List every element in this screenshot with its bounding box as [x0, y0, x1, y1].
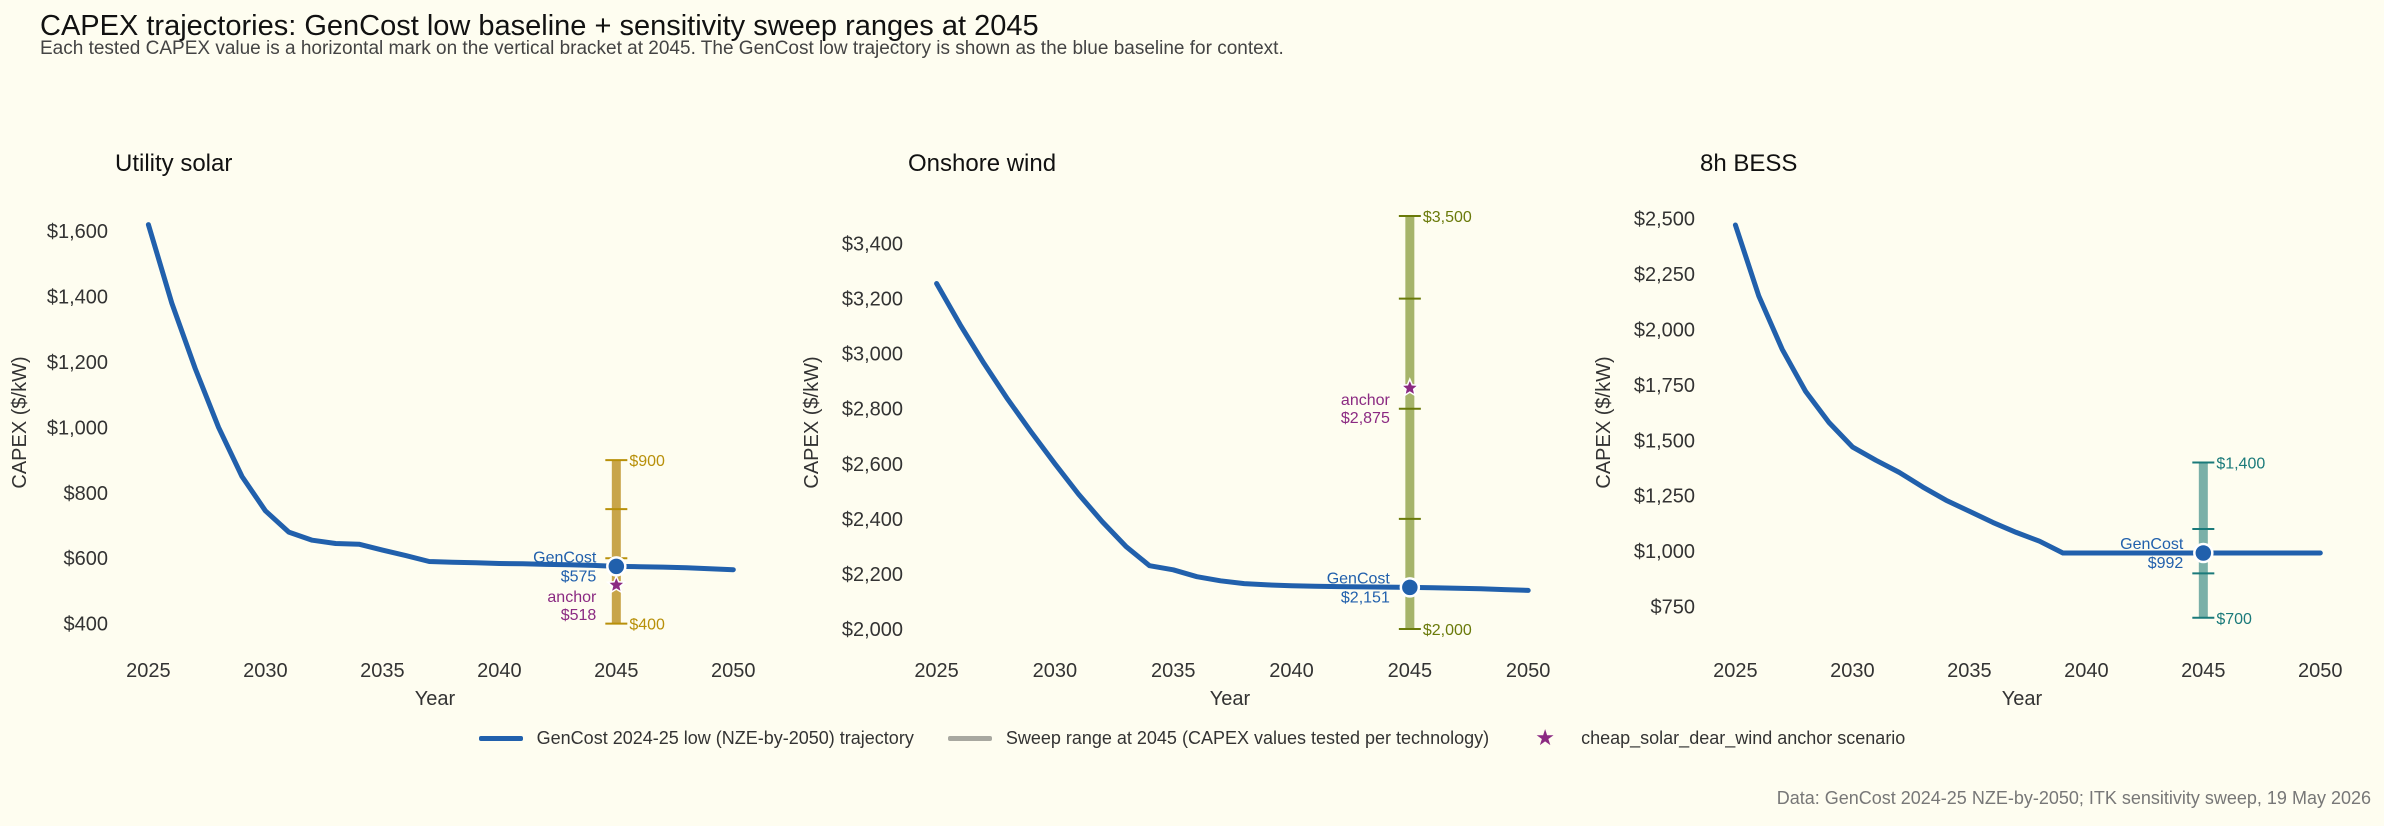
baseline-marker-label: GenCost [533, 549, 597, 566]
baseline-marker-value: $575 [561, 568, 597, 585]
baseline-2045-marker [606, 556, 627, 577]
y-tick-label: $2,000 [1634, 319, 1695, 341]
baseline-marker-label: GenCost [1327, 570, 1391, 587]
legend-item-anchor: ★ cheap_solar_dear_wind anchor scenario [1523, 727, 1905, 749]
x-tick-label: 2050 [711, 660, 756, 682]
anchor-value: $518 [561, 607, 597, 624]
x-tick-label: 2045 [594, 660, 639, 682]
anchor-star-marker [605, 574, 627, 594]
sweep-max-label: $1,400 [2216, 455, 2265, 472]
y-tick-label: $2,800 [842, 399, 903, 421]
y-axis-label: CAPEX ($/kW) [9, 356, 31, 488]
panel-onshore-wind: Onshore wind $2,000 $2,200 $2,400 $2,600 $2,8… [801, 150, 1550, 710]
source-note: Data: GenCost 2024-25 NZE-by-2050; ITK s… [1776, 788, 2371, 808]
legend-swatch-baseline [478, 735, 523, 741]
y-tick-label: $1,200 [47, 352, 108, 374]
legend-label-sweep: Sweep range at 2045 (CAPEX values tested… [1005, 727, 1490, 748]
y-tick-label: $1,000 [1634, 541, 1695, 563]
x-axis-label: Year [2002, 688, 2043, 710]
sweep-min-label: $2,000 [1423, 622, 1472, 639]
baseline-series-line [145, 222, 736, 573]
y-tick-label: $1,750 [1634, 375, 1695, 397]
figure-title: CAPEX trajectories: GenCost low baseline… [40, 10, 1039, 42]
panel-title: Utility solar [115, 150, 232, 177]
baseline-2045-marker [1399, 577, 1421, 598]
y-tick-label: $2,500 [1634, 208, 1695, 230]
baseline-series-line [934, 281, 1531, 593]
x-tick-label: 2035 [1151, 660, 1196, 682]
baseline-marker-value: $2,151 [1341, 589, 1390, 606]
y-tick-label: $1,250 [1634, 486, 1695, 508]
baseline-2045-marker [2193, 542, 2214, 564]
sweep-min-label: $400 [629, 617, 665, 634]
x-tick-label: 2045 [1388, 660, 1433, 682]
x-tick-label: 2025 [1713, 660, 1758, 682]
y-tick-label: $2,000 [842, 619, 903, 641]
anchor-value: $2,875 [1341, 410, 1390, 427]
y-axis-label: CAPEX ($/kW) [1593, 356, 1615, 488]
x-tick-label: 2050 [2298, 660, 2343, 682]
y-tick-label: $3,000 [842, 344, 903, 366]
sweep-min-label: $700 [2216, 611, 2252, 628]
legend-item-sweep: Sweep range at 2045 (CAPEX values tested… [947, 727, 1490, 749]
y-tick-label: $3,400 [842, 234, 903, 256]
legend-swatch-sweep [947, 735, 992, 741]
y-tick-label: $800 [64, 483, 109, 505]
panel-title: 8h BESS [1700, 150, 1797, 177]
y-tick-label: $2,400 [842, 509, 903, 531]
anchor-label: anchor [547, 589, 597, 606]
x-tick-label: 2050 [1506, 660, 1551, 682]
y-tick-label: $1,500 [1634, 430, 1695, 452]
x-tick-label: 2040 [477, 660, 522, 682]
y-tick-label: $2,200 [842, 564, 903, 586]
x-tick-label: 2040 [2064, 660, 2109, 682]
legend: GenCost 2024-25 low (NZE-by-2050) trajec… [0, 725, 2384, 751]
legend-label-anchor: cheap_solar_dear_wind anchor scenario [1581, 727, 1906, 748]
y-tick-label: $2,250 [1634, 264, 1695, 286]
anchor-label: anchor [1341, 392, 1391, 409]
sweep-max-label: $3,500 [1423, 209, 1472, 226]
x-tick-label: 2040 [1269, 660, 1314, 682]
baseline-series-line [1732, 222, 2323, 556]
anchor-star-marker [1399, 377, 1421, 398]
x-tick-label: 2025 [126, 660, 171, 682]
y-axis-label: CAPEX ($/kW) [801, 356, 823, 488]
x-tick-label: 2030 [243, 660, 288, 682]
x-tick-label: 2030 [1830, 660, 1875, 682]
y-tick-label: $2,600 [842, 454, 903, 476]
x-tick-label: 2035 [360, 660, 405, 682]
y-tick-label: $750 [1651, 597, 1696, 619]
legend-item-baseline: GenCost 2024-25 low (NZE-by-2050) trajec… [478, 727, 914, 749]
x-tick-label: 2035 [1947, 660, 1992, 682]
y-tick-label: $1,000 [47, 417, 108, 439]
y-tick-label: $1,600 [47, 221, 108, 243]
star-icon: ★ [1535, 725, 1555, 750]
y-tick-label: $3,200 [842, 289, 903, 311]
x-tick-label: 2025 [914, 660, 959, 682]
baseline-marker-value: $992 [2148, 555, 2184, 572]
figure-subtitle: Each tested CAPEX value is a horizontal … [40, 38, 1284, 59]
baseline-marker-label: GenCost [2120, 536, 2184, 553]
panel-title: Onshore wind [908, 150, 1056, 177]
x-tick-label: 2030 [1033, 660, 1078, 682]
legend-label-baseline: GenCost 2024-25 low (NZE-by-2050) trajec… [536, 727, 914, 748]
sweep-max-label: $900 [629, 453, 665, 470]
y-tick-label: $600 [64, 548, 109, 570]
x-tick-label: 2045 [2181, 660, 2226, 682]
panel-utility-solar: Utility solar $400 $600 $800 $1,000 $1,200 $1,… [9, 150, 756, 710]
y-tick-label: $400 [64, 614, 109, 636]
x-axis-label: Year [1210, 688, 1251, 710]
y-tick-label: $1,400 [47, 287, 108, 309]
x-axis-label: Year [415, 688, 456, 710]
panel-8h-bess: 8h BESS $750 $1,000 $1,250 $1,500 $1,750 $2,00… [1593, 150, 2343, 710]
